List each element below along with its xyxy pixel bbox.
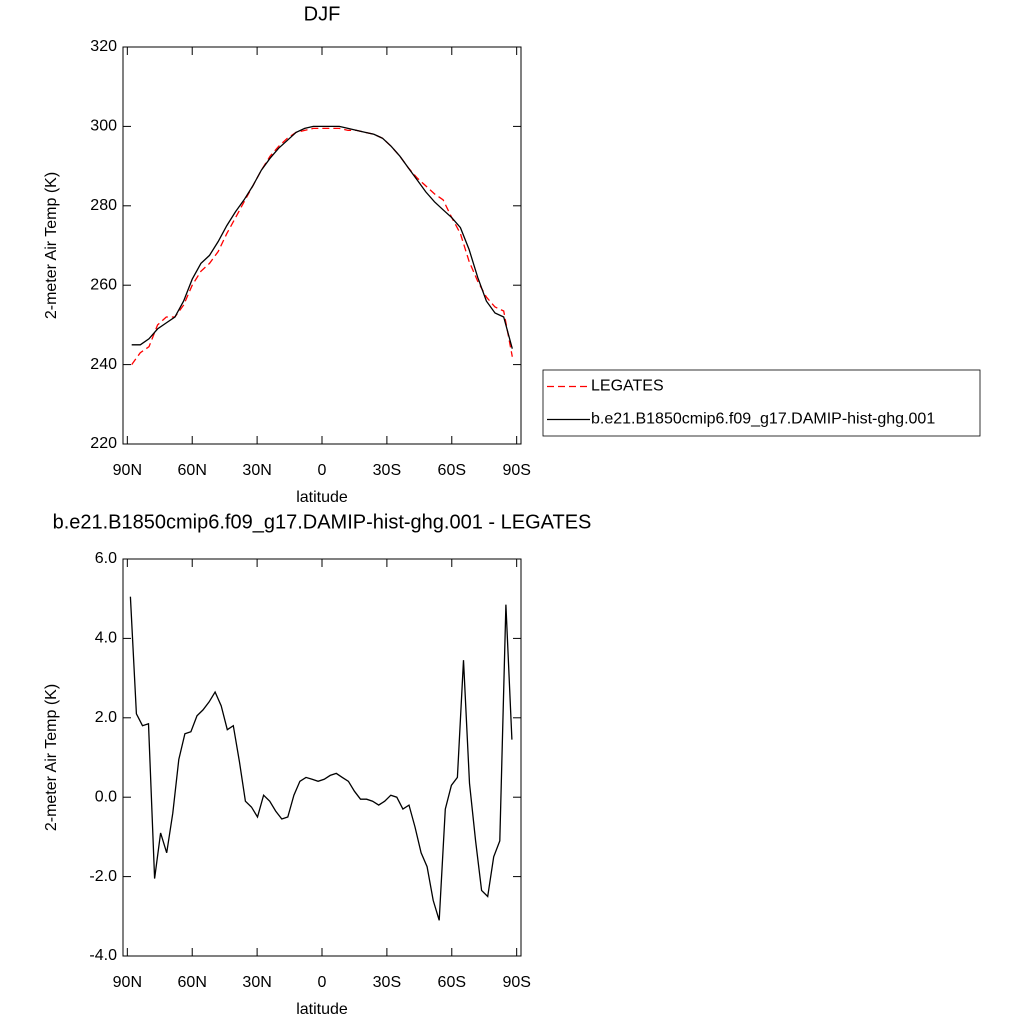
x-tick-label: 90S (502, 974, 530, 991)
chart-title: DJF (304, 3, 341, 25)
y-tick-label: 240 (90, 356, 117, 373)
x-tick-label: 30S (373, 462, 401, 479)
x-tick-label: 60N (178, 462, 207, 479)
y-tick-label: 6.0 (95, 550, 117, 567)
y-axis-label: 2-meter Air Temp (K) (43, 684, 60, 831)
data-line (129, 596, 513, 921)
y-tick-label: 280 (90, 197, 117, 214)
legend-label: b.e21.B1850cmip6.f09_g17.DAMIP-hist-ghg.… (591, 411, 935, 428)
y-tick-label: 300 (90, 118, 117, 135)
x-tick-label: 0 (318, 974, 327, 991)
y-tick-label: 220 (90, 435, 117, 452)
x-tick-label: 90N (113, 974, 142, 991)
y-axis-label: 2-meter Air Temp (K) (43, 172, 60, 319)
y-tick-label: 4.0 (95, 630, 117, 647)
x-tick-label: 60N (178, 974, 207, 991)
x-tick-label: 30N (242, 974, 271, 991)
data-line (131, 125, 513, 349)
x-tick-label: 90S (502, 462, 530, 479)
data-line (131, 127, 513, 365)
y-tick-label: 260 (90, 276, 117, 293)
x-tick-label: 60S (438, 974, 466, 991)
y-tick-label: 2.0 (95, 709, 117, 726)
x-tick-label: 60S (438, 462, 466, 479)
x-tick-label: 30S (373, 974, 401, 991)
y-tick-label: 0.0 (95, 788, 117, 805)
x-axis-label: latitude (296, 1001, 348, 1018)
plot-frame (122, 46, 522, 445)
x-tick-label: 90N (113, 462, 142, 479)
chart-title: b.e21.B1850cmip6.f09_g17.DAMIP-hist-ghg.… (53, 511, 592, 533)
legend-box (542, 369, 981, 437)
x-axis-label: latitude (296, 489, 348, 506)
x-tick-label: 30N (242, 462, 271, 479)
plot-frame (122, 558, 522, 957)
legend-label: LEGATES (591, 378, 664, 395)
y-tick-label: 320 (90, 38, 117, 55)
y-tick-label: -2.0 (89, 868, 117, 885)
x-tick-label: 0 (318, 462, 327, 479)
y-tick-label: -4.0 (89, 947, 117, 964)
